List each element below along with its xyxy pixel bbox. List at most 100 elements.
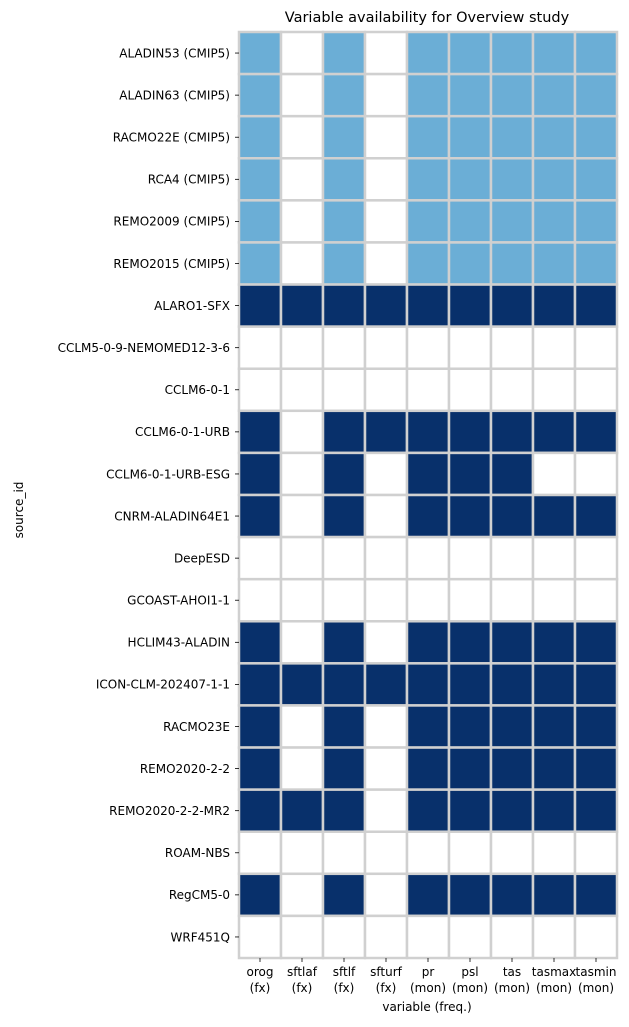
heatmap-cell: [237, 662, 283, 707]
heatmap-cell: [405, 493, 451, 539]
heatmap-cell: [531, 451, 577, 497]
heatmap-cell: [447, 72, 493, 118]
heatmap-cell: [531, 788, 577, 833]
heatmap-cell: [405, 872, 451, 918]
heatmap-cell: [447, 577, 493, 623]
heatmap-cell: [279, 199, 325, 244]
heatmap-cell: [531, 830, 577, 876]
heatmap-cell: [531, 30, 577, 76]
heatmap-cell: [447, 830, 493, 876]
y-tick-label: CNRM-ALADIN64E1: [114, 509, 230, 523]
heatmap-cell: [321, 620, 367, 665]
heatmap-cell: [573, 746, 619, 791]
heatmap-cell: [531, 409, 577, 455]
heatmap-cell: [405, 704, 451, 749]
heatmap-cell: [573, 157, 619, 202]
y-axis-label: source_id: [12, 482, 26, 539]
heatmap-cell: [279, 704, 325, 749]
heatmap-cell: [237, 199, 283, 244]
heatmap-cell: [573, 535, 619, 581]
heatmap-cell: [447, 409, 493, 455]
heatmap-cell: [363, 746, 409, 791]
heatmap-cell: [363, 535, 409, 581]
heatmap-cell: [321, 662, 367, 707]
heatmap-cell: [279, 114, 325, 160]
heatmap-cell: [573, 199, 619, 244]
heatmap-cell: [447, 283, 493, 328]
heatmap-cell: [321, 409, 367, 455]
y-tick-label: REMO2020-2-2: [140, 762, 230, 776]
x-tick-label: sftlf: [333, 965, 356, 979]
heatmap-cell: [489, 788, 535, 833]
heatmap-cell: [321, 367, 367, 413]
heatmap-cell: [405, 367, 451, 413]
heatmap-cell: [531, 746, 577, 791]
heatmap-cell: [573, 72, 619, 118]
heatmap-cell: [279, 72, 325, 118]
heatmap-cell: [489, 914, 535, 960]
heatmap-cell: [447, 199, 493, 244]
heatmap-cell: [279, 830, 325, 876]
x-tick-freq-label: (fx): [250, 981, 271, 995]
heatmap-cell: [363, 493, 409, 539]
y-tick-label: ALADIN53 (CMIP5): [119, 46, 230, 60]
heatmap-cell: [363, 72, 409, 118]
heatmap-cell: [279, 30, 325, 76]
heatmap-cell: [489, 199, 535, 244]
heatmap-cell: [237, 30, 283, 76]
heatmap-cell: [279, 914, 325, 960]
heatmap-cell: [321, 283, 367, 328]
heatmap-cell: [531, 620, 577, 665]
heatmap-cell: [531, 493, 577, 539]
x-tick-label: sfturf: [370, 965, 403, 979]
heatmap-cell: [237, 830, 283, 876]
heatmap-cell: [489, 493, 535, 539]
heatmap-cell: [405, 746, 451, 791]
heatmap-cell: [447, 704, 493, 749]
y-tick-label: REMO2020-2-2-MR2: [109, 804, 230, 818]
heatmap-cell: [447, 367, 493, 413]
heatmap-cell: [363, 199, 409, 244]
heatmap-cell: [447, 157, 493, 202]
heatmap-cell: [237, 325, 283, 370]
heatmap-cell: [405, 451, 451, 497]
heatmap-cell: [279, 283, 325, 328]
x-tick-freq-label: (fx): [376, 981, 397, 995]
y-tick-label: CCLM6-0-1: [165, 383, 230, 397]
heatmap-cell: [279, 662, 325, 707]
heatmap-cell: [573, 788, 619, 833]
heatmap-cell: [279, 872, 325, 918]
heatmap-cell: [363, 114, 409, 160]
heatmap-cell: [363, 577, 409, 623]
x-tick-freq-label: (mon): [536, 981, 572, 995]
heatmap-cell: [573, 704, 619, 749]
heatmap-cell: [321, 830, 367, 876]
heatmap-cell: [489, 662, 535, 707]
heatmap-cell: [237, 914, 283, 960]
heatmap-cell: [405, 30, 451, 76]
heatmap-cell: [237, 72, 283, 118]
heatmap-cell: [447, 662, 493, 707]
y-tick-label: REMO2009 (CMIP5): [113, 215, 230, 229]
heatmap-cell: [405, 241, 451, 286]
heatmap-cell: [363, 325, 409, 370]
heatmap-cell: [489, 704, 535, 749]
chart-title: Variable availability for Overview study: [285, 10, 570, 26]
heatmap-cell: [531, 662, 577, 707]
heatmap-cell: [531, 872, 577, 918]
heatmap-cell: [489, 283, 535, 328]
heatmap-cell: [573, 451, 619, 497]
heatmap-cell: [531, 535, 577, 581]
heatmap-cell: [405, 325, 451, 370]
heatmap-cell: [489, 72, 535, 118]
heatmap-cell: [237, 704, 283, 749]
x-tick-freq-label: (mon): [578, 981, 614, 995]
heatmap-cell: [237, 451, 283, 497]
heatmap-cell: [237, 535, 283, 581]
heatmap-cell: [447, 914, 493, 960]
heatmap-cell: [321, 114, 367, 160]
heatmap-cell: [531, 72, 577, 118]
y-tick-label: RCA4 (CMIP5): [148, 173, 230, 187]
heatmap-cell: [237, 367, 283, 413]
